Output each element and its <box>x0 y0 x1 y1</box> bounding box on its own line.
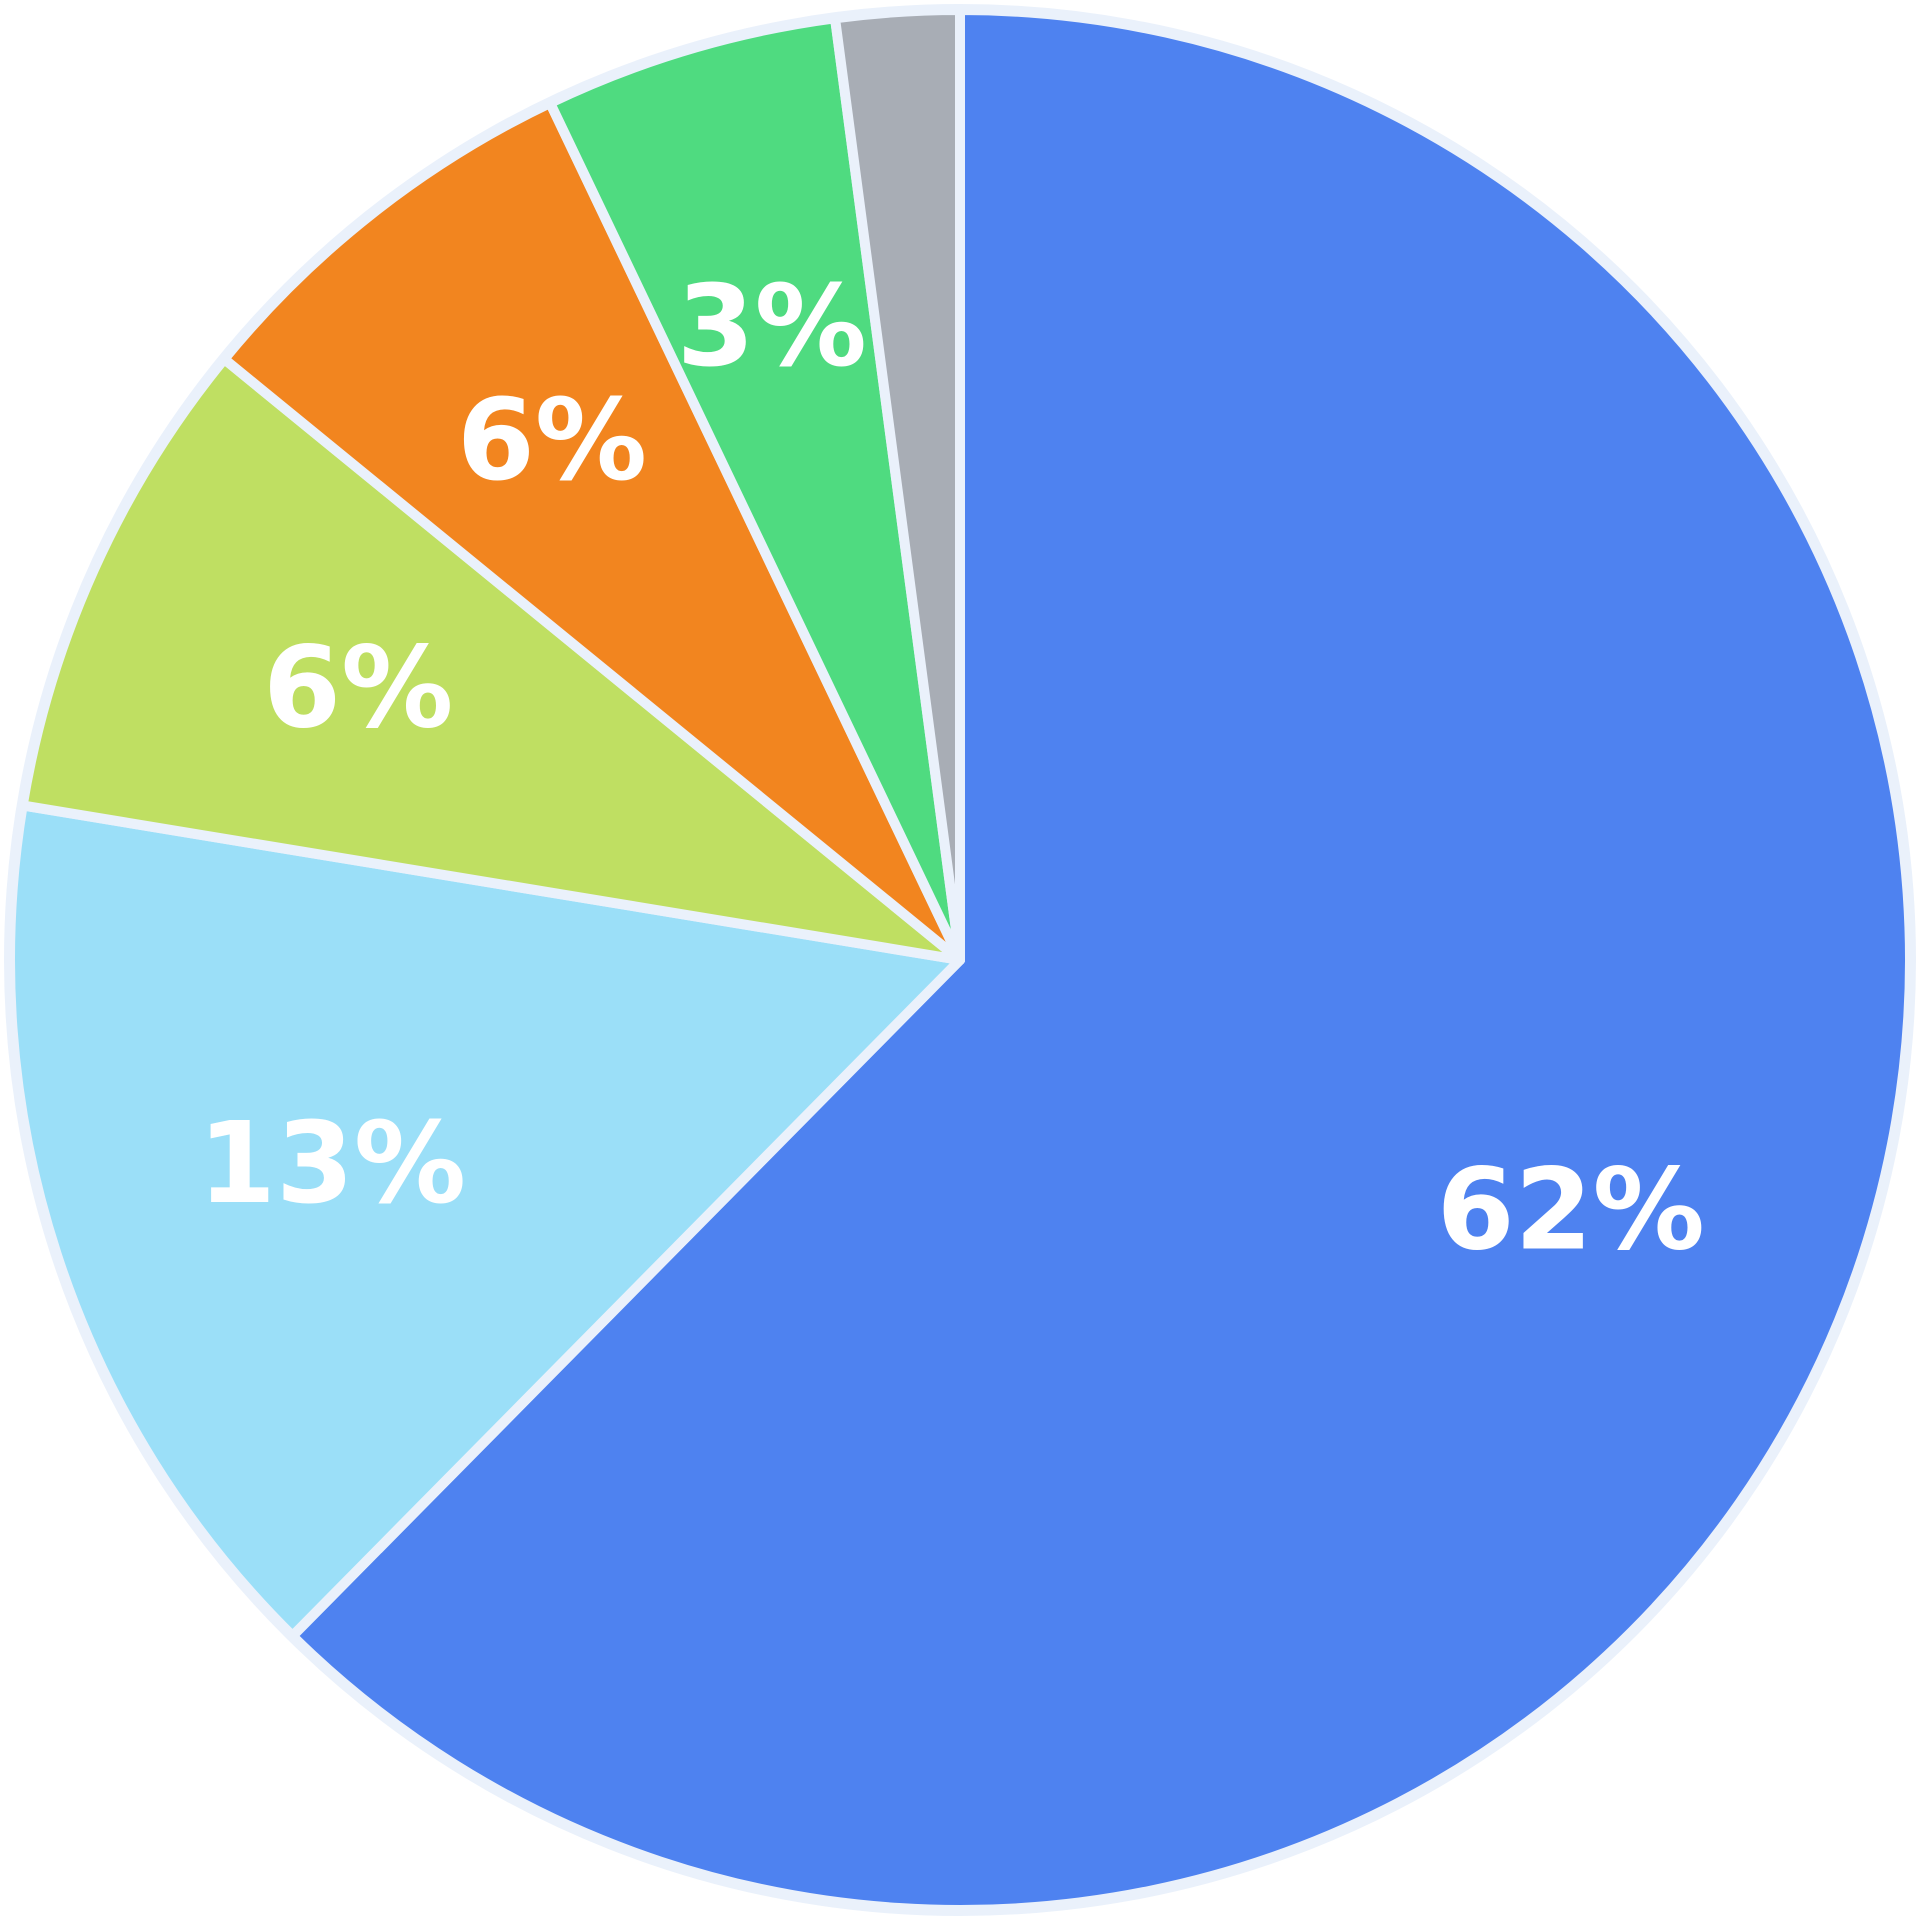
pie-slice-1 <box>5 800 965 1641</box>
pie-slice-3 <box>219 97 965 965</box>
pie-slice-label-2: 6% <box>263 623 453 753</box>
pie-slice-label-0: 62% <box>1437 1146 1705 1276</box>
pie-slice-4 <box>545 13 965 965</box>
pie-slice-label-3: 6% <box>457 376 647 506</box>
pie-slice-5 <box>830 5 965 965</box>
pie-slice-0 <box>287 5 1915 1915</box>
pie-slice-label-1: 13% <box>198 1099 466 1229</box>
pie-slice-label-4: 3% <box>677 262 867 392</box>
pie-slice-2 <box>17 354 965 965</box>
pie-slices <box>5 5 1915 1915</box>
pie-labels: 62%13%6%6%3% <box>198 262 1705 1276</box>
